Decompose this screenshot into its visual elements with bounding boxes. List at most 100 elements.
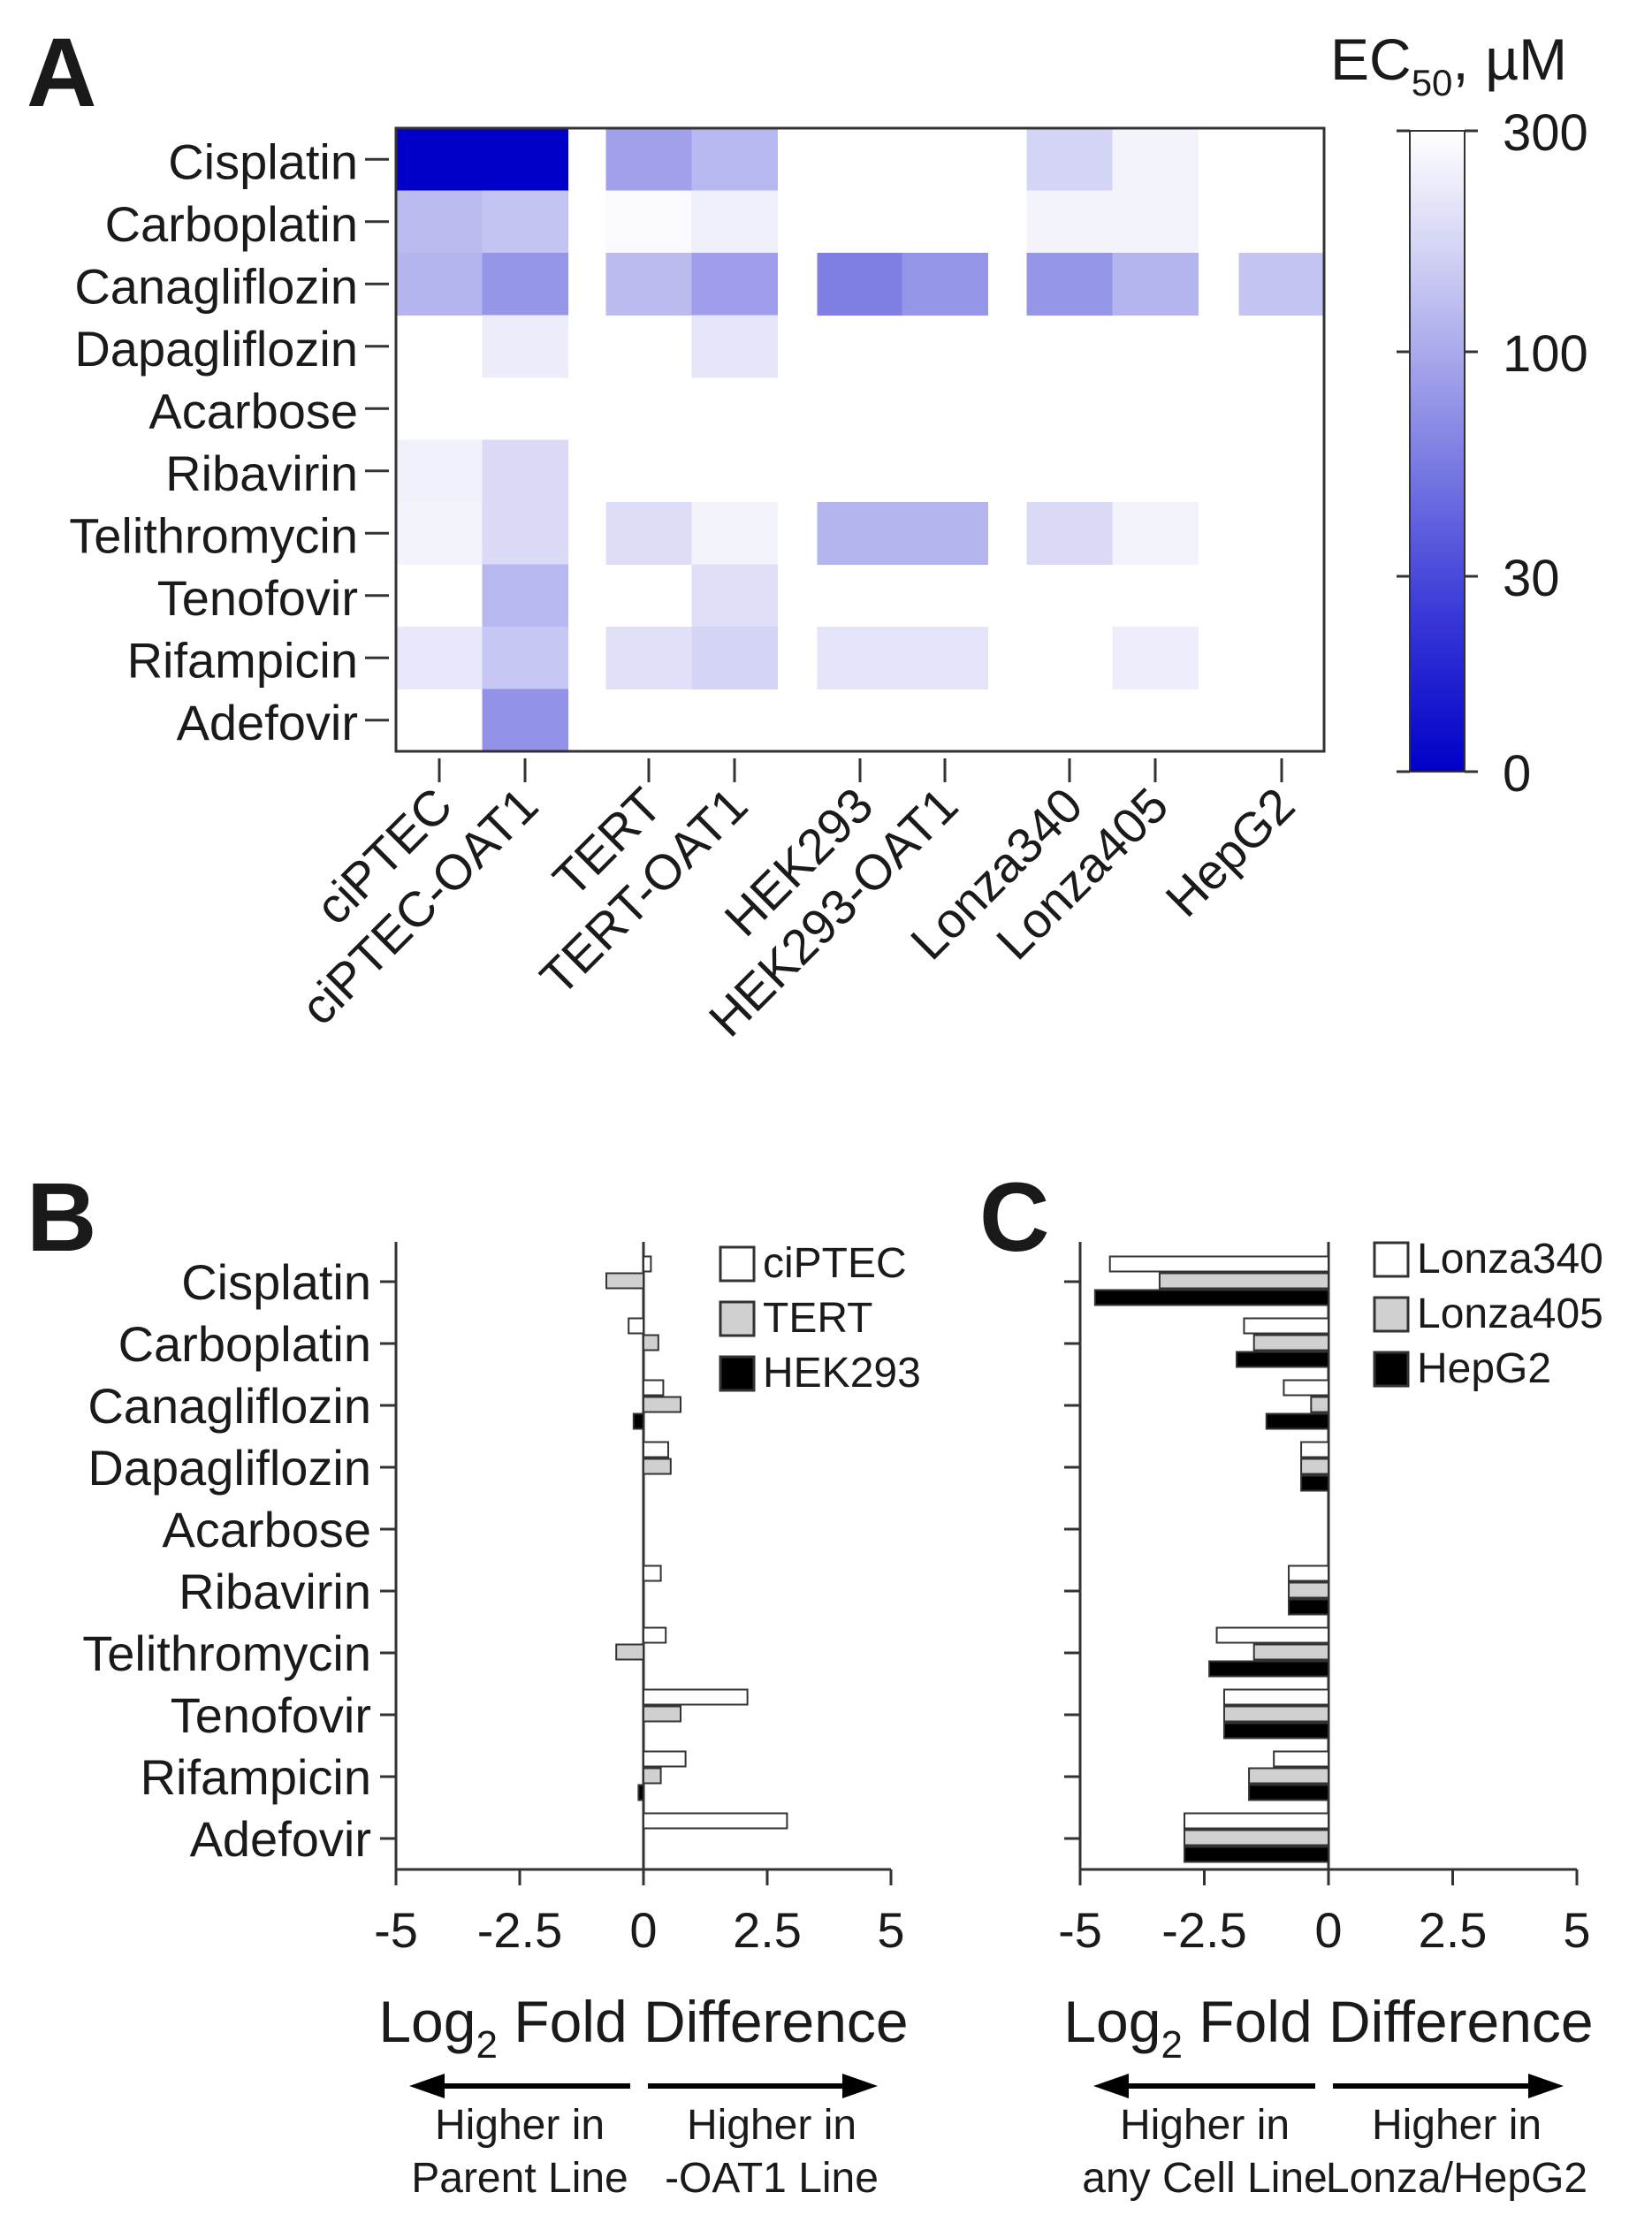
heatmap-cell-carboplatin-tert-oat1 — [691, 190, 778, 254]
heatmap-cell-rifampicin-tert — [605, 627, 692, 689]
heatmap-row-label-acarbose: Acarbose — [148, 383, 358, 438]
heatmap-cell-canagliflozin-lonza405 — [1112, 253, 1199, 316]
panel-label-a: A — [27, 19, 96, 127]
heatmap-cell-rifampicin-ciptec-oat1 — [482, 627, 568, 689]
heatmap-cell-cisplatin-ciptec-oat1 — [482, 128, 568, 191]
panel-b-legend-swatch-hek293 — [719, 1355, 756, 1392]
heatmap-cell-carboplatin-lonza340 — [1026, 190, 1113, 254]
panel-b-arrow-right-text-1: -OAT1 Line — [665, 2155, 879, 2202]
heatmap-cell-canagliflozin-ciptec — [396, 253, 483, 316]
heatmap-cell-canagliflozin-ciptec-oat1 — [482, 253, 568, 316]
panel-c-bar-lonza405-rifampicin — [1248, 1767, 1329, 1785]
panel-b-x-axis-label: Log2 Fold Difference — [378, 1989, 908, 2067]
panel-a-heatmap: A Cisplatin Carboplatin Canagliflozin Dapag… — [27, 19, 1588, 1047]
heatmap-cell-telithromycin-ciptec-oat1 — [482, 502, 568, 565]
panel-b-bar-ciptec-carboplatin — [628, 1317, 645, 1335]
panel-c-bar-lonza340-cisplatin — [1108, 1255, 1329, 1273]
heatmap-cell-carboplatin-lonza405 — [1112, 190, 1199, 254]
panel-b-x-tick-label-5: -5 — [374, 1902, 418, 1958]
heatmap-cell-ribavirin-ciptec-oat1 — [482, 439, 568, 503]
panel-c-arrow-left-text-1: any Cell Line — [1082, 2155, 1328, 2202]
heatmap-cell-telithromycin-hek293-oat1 — [902, 502, 988, 565]
colorbar-tick-label-100: 100 — [1503, 325, 1588, 383]
heatmap-cell-rifampicin-lonza405 — [1112, 627, 1199, 689]
heatmap-col-label-hepg2: HepG2 — [1154, 777, 1305, 927]
panel-b-bar-tert-dapagliflozin — [643, 1458, 672, 1475]
heatmap-row-labels: Cisplatin Carboplatin Canagliflozin Dapagli… — [69, 133, 389, 750]
panel-c-x-tick-label-5: 5 — [1563, 1902, 1590, 1958]
panel-b-x-tick-label-2-5: 2.5 — [733, 1902, 802, 1958]
panel-b-bar-ciptec-rifampicin — [643, 1750, 687, 1768]
heatmap-row-label-dapagliflozin: Dapagliflozin — [74, 321, 358, 377]
panel-b-bar-tert-cisplatin — [605, 1272, 644, 1290]
heatmap-row-label-adefovir: Adefovir — [177, 695, 358, 750]
panel-b-legend-label-tert: TERT — [763, 1295, 872, 1342]
panel-c-arrow-right-text-1: Lonza/HepG2 — [1326, 2155, 1587, 2202]
heatmap-cell-rifampicin-hek293-oat1 — [902, 627, 988, 689]
panel-c-bar-hepg2-tenofovir — [1222, 1722, 1329, 1740]
heatmap-cell-canagliflozin-lonza340 — [1026, 253, 1113, 316]
heatmap-cell-cisplatin-lonza340 — [1026, 128, 1113, 191]
panel-b-category-label-telithromycin: Telithromycin — [82, 1625, 371, 1681]
panel-c-arrow-left-text-0: Higher in — [1120, 2102, 1290, 2149]
panel-c-bar-hepg2-rifampicin — [1248, 1784, 1329, 1801]
panel-c-bar-lonza340-carboplatin — [1243, 1317, 1329, 1335]
panel-c-bar-lonza405-tenofovir — [1222, 1705, 1329, 1723]
panel-c-bar-hepg2-telithromycin — [1208, 1660, 1329, 1678]
panel-c-bar-lonza405-canagliflozin — [1310, 1396, 1329, 1413]
panel-c-x-tick-label-2-5: -2.5 — [1161, 1902, 1247, 1958]
panel-b-legend-swatch-ciptec — [719, 1245, 756, 1283]
panel-c-plot: -5 -2.5 0 2.5 5 Log2 Fold Difference Higher in… — [1058, 1236, 1603, 2202]
panel-c-bar-chart: C -5 -2.5 0 2.5 5 Log2 Fold Difference Higher … — [979, 1163, 1603, 2202]
heatmap-cell-cisplatin-tert-oat1 — [691, 128, 778, 191]
panel-b-category-label-rifampicin: Rifampicin — [141, 1749, 371, 1805]
heatmap-row-label-cisplatin: Cisplatin — [168, 133, 358, 189]
panel-b-bar-ciptec-ribavirin — [643, 1564, 662, 1582]
panel-c-bar-hepg2-cisplatin — [1093, 1289, 1329, 1306]
panel-c-arrow-left-head — [1093, 2074, 1129, 2098]
panel-b-category-label-carboplatin: Carboplatin — [118, 1316, 371, 1372]
panel-b-legend-label-ciptec: ciPTEC — [763, 1240, 907, 1287]
heatmap-row-label-ribavirin: Ribavirin — [165, 445, 358, 501]
heatmap-cell-telithromycin-lonza340 — [1026, 502, 1113, 565]
heatmap-cell-tenofovir-tert-oat1 — [691, 564, 778, 628]
panel-b-bar-chart: B Cisplatin Carboplatin Canagliflozin Dapag… — [27, 1163, 921, 2202]
panel-c-bar-lonza340-rifampicin — [1273, 1750, 1330, 1768]
panel-c-bar-lonza405-cisplatin — [1158, 1272, 1330, 1290]
panel-c-legend-label-hepg2: HepG2 — [1417, 1345, 1551, 1392]
colorbar-title: EC50, µM — [1330, 27, 1567, 103]
panel-c-bar-lonza340-adefovir — [1184, 1812, 1330, 1830]
panel-c-bar-hepg2-dapagliflozin — [1300, 1474, 1329, 1492]
panel-b-bar-ciptec-telithromycin — [643, 1626, 667, 1644]
heatmap-cell-canagliflozin-tert-oat1 — [691, 253, 778, 316]
heatmap-cell-dapagliflozin-tert-oat1 — [691, 315, 778, 378]
panel-b-bar-tert-canagliflozin — [643, 1396, 681, 1413]
panel-b-arrow-left-head — [409, 2074, 445, 2098]
panel-c-x-tick-label-0: 0 — [1314, 1902, 1342, 1958]
panel-b-x-tick-label-2-5: -2.5 — [477, 1902, 563, 1958]
panel-c-legend-swatch-lonza340 — [1373, 1241, 1410, 1278]
panel-c-bar-hepg2-adefovir — [1184, 1846, 1330, 1863]
panel-c-bar-hepg2-ribavirin — [1288, 1598, 1330, 1616]
colorbar — [1409, 130, 1465, 773]
panel-c-arrow-right-text-0: Higher in — [1372, 2102, 1542, 2149]
panel-c-bar-lonza340-telithromycin — [1215, 1626, 1330, 1644]
heatmap-cell-telithromycin-ciptec — [396, 502, 483, 565]
heatmap-cells — [396, 128, 1325, 752]
panel-b-category-label-acarbose: Acarbose — [162, 1502, 371, 1557]
heatmap-cell-carboplatin-tert — [605, 190, 692, 254]
panel-c-legend-label-lonza340: Lonza340 — [1417, 1236, 1603, 1283]
panel-b-legend-label-hek293: HEK293 — [763, 1350, 921, 1397]
panel-c-bar-lonza405-adefovir — [1184, 1829, 1330, 1846]
heatmap-cell-canagliflozin-hepg2 — [1238, 253, 1325, 316]
panel-c-bar-lonza340-ribavirin — [1288, 1564, 1330, 1582]
heatmap-column-labels: ciPTECciPTEC-OAT1TERTTERT-OAT1HEK293HEK2… — [290, 758, 1305, 1047]
heatmap-row-label-telithromycin: Telithromycin — [69, 507, 358, 563]
heatmap-cell-dapagliflozin-ciptec-oat1 — [482, 315, 568, 378]
panel-b-arrow-left-text-0: Higher in — [435, 2102, 605, 2149]
panel-b-category-label-canagliflozin: Canagliflozin — [88, 1378, 371, 1434]
heatmap-cell-telithromycin-lonza405 — [1112, 502, 1199, 565]
panel-label-c: C — [979, 1163, 1049, 1272]
